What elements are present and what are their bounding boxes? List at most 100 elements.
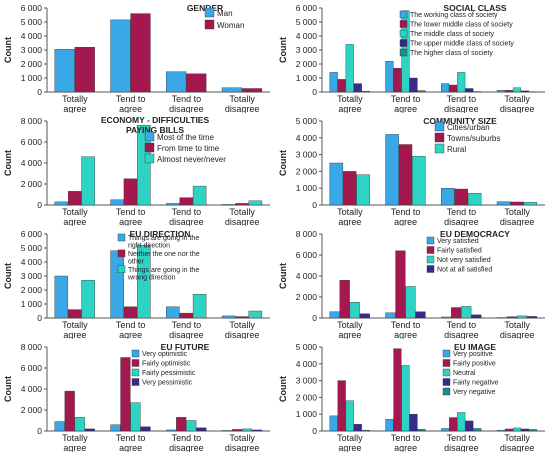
x-tick-label: Totally	[337, 94, 363, 104]
legend-swatch	[144, 153, 155, 164]
y-tick-label: 6 000	[296, 250, 318, 260]
bar	[409, 413, 418, 432]
y-axis-label: Count	[3, 150, 13, 176]
bar	[449, 84, 458, 93]
bar	[361, 90, 370, 93]
bar	[110, 19, 131, 93]
x-tick-label: agree	[338, 330, 361, 339]
bar	[196, 427, 207, 432]
bar	[412, 156, 426, 206]
bar	[516, 315, 528, 319]
legend-label: Fairly pessimistic	[142, 370, 196, 377]
bar	[356, 174, 370, 206]
bar	[54, 201, 69, 206]
bar	[504, 428, 514, 432]
y-tick-label: 6 000	[21, 137, 43, 147]
x-tick-label: Totally	[229, 433, 255, 443]
x-tick-label: Tend to	[116, 433, 146, 443]
x-tick-label: Tend to	[391, 433, 421, 443]
x-tick-label: Tend to	[447, 94, 477, 104]
y-tick-label: 2 000	[296, 166, 318, 176]
y-tick-label: 0	[37, 313, 42, 323]
bar	[405, 286, 416, 319]
x-tick-label: disagree	[225, 104, 260, 113]
bar	[393, 67, 402, 93]
bar	[401, 365, 410, 432]
bar	[457, 72, 466, 93]
y-tick-label: 4 000	[296, 133, 318, 143]
x-tick-label: disagree	[444, 443, 479, 452]
y-tick-label: 4 000	[21, 257, 43, 267]
y-tick-label: 2 000	[21, 59, 43, 69]
x-tick-label: agree	[394, 443, 417, 452]
x-tick-label: Totally	[62, 320, 88, 330]
legend-label: Very negative	[453, 389, 496, 396]
bar	[64, 390, 75, 432]
y-tick-label: 0	[312, 200, 317, 210]
bar	[67, 191, 82, 206]
bar	[393, 348, 402, 432]
bar	[520, 90, 530, 93]
y-tick-label: 8 000	[21, 116, 43, 126]
bar	[241, 428, 253, 432]
bar	[512, 87, 522, 93]
legend-label: Things are going in the	[128, 235, 199, 242]
legend-label: The working class of society	[410, 12, 498, 19]
bar	[241, 88, 263, 93]
bar	[74, 417, 85, 432]
legend-swatch	[442, 387, 451, 396]
y-tick-label: 1 000	[296, 73, 318, 83]
x-tick-label: Tend to	[172, 94, 202, 104]
legend-swatch	[117, 233, 126, 242]
y-tick-label: 4 000	[21, 384, 43, 394]
bar	[67, 309, 82, 319]
bar	[81, 280, 95, 319]
x-tick-label: Tend to	[172, 433, 202, 443]
legend-swatch	[117, 265, 126, 273]
legend-label: The middle class of society	[410, 31, 495, 38]
x-tick-label: agree	[338, 217, 361, 226]
bar	[528, 429, 538, 432]
legend-label: wrong direction	[127, 274, 176, 281]
x-tick-label: disagree	[444, 330, 479, 339]
bar	[140, 426, 151, 432]
legend-swatch	[442, 359, 451, 367]
bar	[471, 314, 482, 319]
legend-swatch	[426, 246, 435, 254]
x-tick-label: disagree	[169, 443, 204, 452]
x-tick-label: disagree	[169, 104, 204, 113]
bar	[520, 428, 530, 432]
y-tick-label: 1 000	[296, 409, 318, 419]
bar	[110, 250, 124, 319]
y-tick-label: 3 000	[296, 150, 318, 160]
bar	[235, 203, 249, 206]
bar	[457, 412, 466, 432]
y-tick-label: 4 000	[21, 158, 43, 168]
bar	[353, 424, 362, 432]
bar	[337, 79, 346, 93]
bar	[512, 427, 522, 432]
y-tick-label: 6 000	[21, 3, 43, 13]
x-tick-label: Tend to	[391, 94, 421, 104]
y-tick-label: 1 000	[21, 299, 43, 309]
bar	[345, 44, 354, 93]
legend-swatch	[204, 7, 215, 18]
bar	[130, 402, 141, 432]
legend-label: From time to time	[157, 144, 220, 153]
bar	[221, 204, 236, 206]
x-tick-label: disagree	[500, 217, 535, 226]
legend-label: Fairly negative	[453, 380, 499, 387]
x-tick-label: Tend to	[447, 433, 477, 443]
chart-panel-2: Count 0 1 000 2 000 3 000 4 000 5 000 6 000 Tota…	[278, 3, 545, 113]
bar	[81, 156, 95, 206]
x-tick-label: Totally	[504, 433, 530, 443]
y-tick-label: 0	[312, 426, 317, 436]
legend-swatch	[131, 349, 140, 358]
bar	[441, 187, 455, 206]
legend-label: Most of the time	[157, 133, 214, 142]
y-axis-label: Count	[278, 263, 288, 289]
x-tick-label: disagree	[444, 104, 479, 113]
x-tick-label: Totally	[337, 320, 363, 330]
y-axis-label: Count	[3, 263, 13, 289]
